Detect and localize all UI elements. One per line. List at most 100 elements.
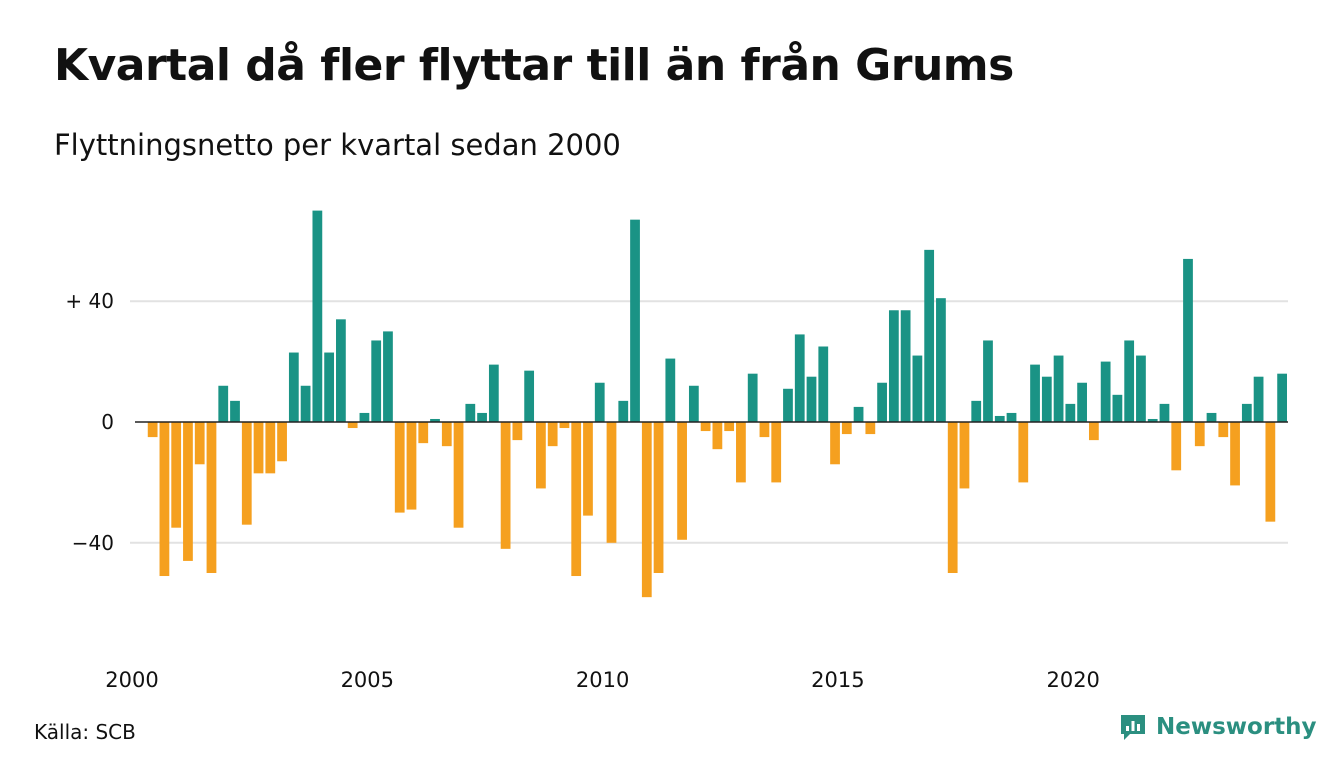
bar <box>1030 364 1040 422</box>
bar <box>453 422 464 528</box>
bar <box>1218 422 1229 438</box>
x-tick-label: 2010 <box>576 668 629 692</box>
bar <box>1241 403 1252 422</box>
bar <box>1053 355 1064 422</box>
bar <box>1136 355 1146 422</box>
bar <box>783 388 793 422</box>
bar <box>465 403 476 422</box>
bar <box>1206 412 1217 422</box>
bar <box>1147 418 1158 422</box>
bar <box>159 422 170 577</box>
bar <box>888 310 899 422</box>
bar <box>994 415 1005 422</box>
bar <box>300 385 311 422</box>
bar <box>653 422 664 573</box>
bar <box>794 334 805 422</box>
bar <box>641 422 652 598</box>
chart-title: Kvartal då fler flyttar till än från Gru… <box>54 40 1014 91</box>
bar <box>1265 422 1276 522</box>
bar <box>912 355 923 422</box>
bar <box>1077 382 1087 422</box>
bar <box>288 352 299 422</box>
bar <box>759 422 770 438</box>
bar <box>618 400 629 422</box>
bar <box>500 422 511 549</box>
bar <box>677 422 687 540</box>
bar <box>936 298 946 422</box>
bar <box>841 422 852 435</box>
bar <box>230 400 240 422</box>
bar <box>324 352 335 422</box>
bar <box>1171 422 1182 471</box>
bar <box>430 418 440 422</box>
newsworthy-logo-icon <box>1121 715 1145 740</box>
bar <box>818 346 829 422</box>
bar <box>747 373 758 422</box>
bar <box>1041 376 1052 422</box>
bar <box>971 400 982 422</box>
bar <box>253 422 264 474</box>
brand-name: Newsworthy <box>1156 714 1317 740</box>
bar <box>512 422 523 441</box>
bar <box>1183 258 1193 422</box>
bar <box>771 422 782 483</box>
y-tick-label: −40 <box>72 531 114 555</box>
bar <box>536 422 546 489</box>
bar <box>1230 422 1240 486</box>
bar <box>206 422 217 573</box>
bar <box>418 422 429 444</box>
bar <box>900 310 911 422</box>
bar <box>583 422 593 516</box>
bar <box>724 422 735 432</box>
bar <box>183 422 193 561</box>
gridlines <box>130 300 1288 544</box>
bar <box>1088 422 1099 441</box>
bar <box>524 370 535 422</box>
bar <box>218 385 229 422</box>
bar <box>1277 373 1287 422</box>
bar <box>959 422 970 489</box>
y-tick-label: + 40 <box>65 289 114 313</box>
bar <box>171 422 182 528</box>
bar <box>688 385 699 422</box>
bar <box>983 340 993 422</box>
bar <box>853 406 864 422</box>
bar <box>1006 412 1017 422</box>
x-tick-label: 2000 <box>105 668 158 692</box>
bars <box>147 210 1287 598</box>
bar <box>1112 394 1123 422</box>
bar <box>383 331 393 422</box>
bar <box>712 422 723 450</box>
bar <box>241 422 252 525</box>
bar <box>924 249 935 422</box>
bar-chart: + 40 0 −40 2000 2005 2010 2015 2020 <box>65 210 1288 692</box>
bar <box>865 422 876 435</box>
bar <box>630 219 640 422</box>
bar <box>700 422 711 432</box>
newsworthy-logo[interactable]: Newsworthy <box>1118 712 1317 742</box>
x-tick-label: 2005 <box>341 668 394 692</box>
bar <box>336 319 346 422</box>
x-tick-label: 2020 <box>1046 668 1099 692</box>
bar <box>606 422 617 543</box>
bar <box>347 422 358 429</box>
bar <box>806 376 817 422</box>
bar <box>265 422 276 474</box>
bar <box>371 340 382 422</box>
bar <box>1100 361 1111 422</box>
bar <box>1018 422 1029 483</box>
bar <box>147 422 158 438</box>
bar <box>547 422 558 447</box>
bar <box>947 422 958 573</box>
bar <box>277 422 287 462</box>
bar <box>488 364 499 422</box>
bar <box>406 422 417 510</box>
bar <box>1253 376 1264 422</box>
bar <box>359 412 370 422</box>
chart-subtitle: Flyttningsnetto per kvartal sedan 2000 <box>54 128 621 162</box>
bar <box>477 412 487 422</box>
x-tick-label: 2015 <box>811 668 864 692</box>
y-axis-labels: + 40 0 −40 <box>65 289 114 555</box>
bar <box>559 422 570 429</box>
bar <box>830 422 840 465</box>
